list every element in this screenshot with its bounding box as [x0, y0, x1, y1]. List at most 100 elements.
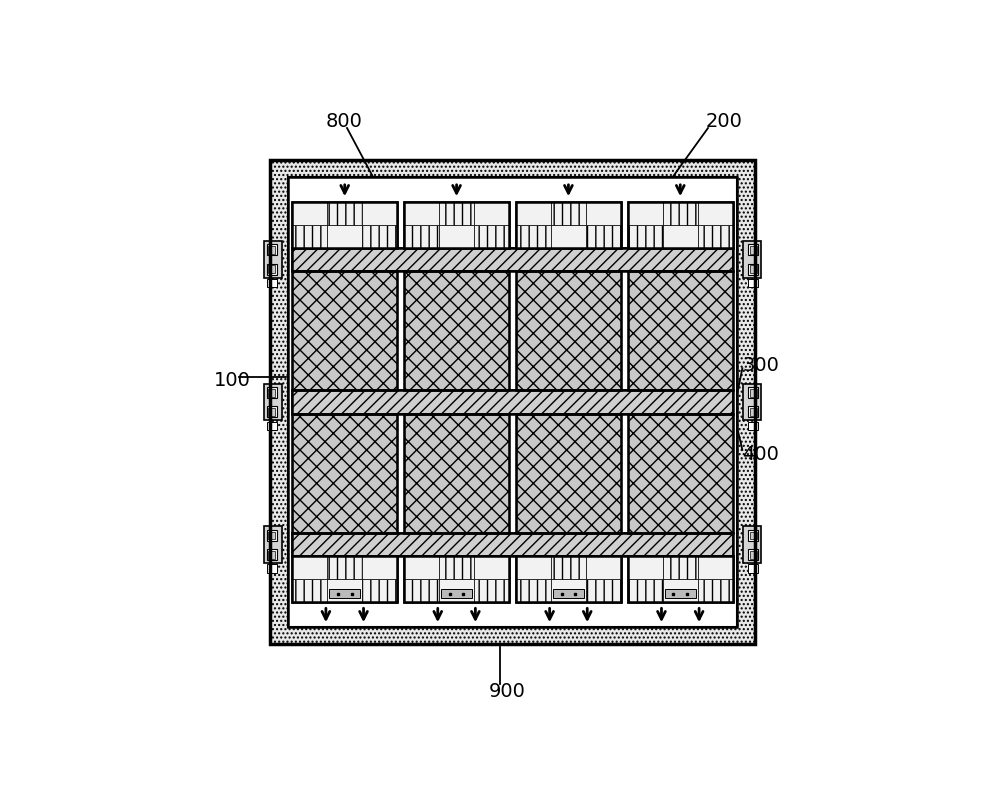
Bar: [516, 224, 551, 248]
Bar: [743, 526, 761, 564]
Bar: [264, 384, 282, 420]
Bar: [404, 414, 509, 533]
Bar: [698, 579, 733, 603]
Bar: [292, 201, 327, 224]
Bar: [404, 579, 439, 603]
Bar: [750, 265, 757, 273]
Bar: [628, 201, 663, 224]
Bar: [404, 556, 509, 603]
Bar: [267, 407, 277, 417]
Bar: [516, 201, 621, 248]
Bar: [292, 271, 397, 390]
Bar: [698, 201, 733, 224]
Bar: [551, 201, 586, 224]
Bar: [327, 579, 362, 603]
Bar: [750, 246, 757, 254]
Bar: [551, 556, 586, 579]
Bar: [292, 533, 733, 556]
Bar: [748, 407, 758, 417]
Bar: [516, 414, 621, 533]
Bar: [586, 224, 621, 248]
Bar: [292, 224, 327, 248]
Bar: [516, 271, 621, 390]
Bar: [267, 530, 277, 541]
Bar: [516, 201, 551, 224]
Bar: [748, 279, 758, 287]
Bar: [748, 263, 758, 275]
Bar: [663, 579, 698, 603]
Bar: [292, 556, 397, 603]
Bar: [292, 201, 397, 248]
Bar: [663, 224, 698, 248]
Bar: [474, 201, 509, 224]
Bar: [748, 388, 758, 398]
Bar: [750, 532, 757, 540]
Bar: [267, 564, 277, 573]
Text: 900: 900: [489, 682, 526, 700]
Bar: [267, 388, 277, 398]
Bar: [270, 160, 755, 644]
Bar: [292, 579, 327, 603]
Bar: [628, 414, 733, 533]
Bar: [628, 271, 733, 390]
Bar: [267, 279, 277, 287]
Bar: [551, 579, 586, 603]
Bar: [586, 579, 621, 603]
Bar: [698, 556, 733, 579]
Bar: [404, 556, 509, 603]
Bar: [267, 549, 277, 560]
Bar: [292, 248, 733, 271]
Bar: [292, 390, 733, 414]
Bar: [663, 201, 698, 224]
Bar: [268, 408, 275, 416]
Bar: [264, 240, 282, 278]
Bar: [628, 579, 663, 603]
Text: 100: 100: [213, 371, 250, 390]
Text: 800: 800: [326, 112, 362, 131]
Bar: [292, 414, 397, 533]
Bar: [439, 224, 474, 248]
Bar: [628, 414, 733, 533]
Bar: [665, 589, 696, 598]
Bar: [516, 271, 621, 390]
Bar: [268, 246, 275, 254]
Bar: [628, 201, 733, 248]
Text: 200: 200: [706, 112, 742, 131]
Bar: [404, 414, 509, 533]
Bar: [264, 526, 282, 564]
Bar: [362, 224, 397, 248]
Bar: [439, 201, 474, 224]
Bar: [404, 271, 509, 390]
Bar: [516, 201, 621, 248]
Bar: [743, 240, 761, 278]
Bar: [628, 271, 733, 390]
Bar: [748, 549, 758, 560]
Bar: [404, 556, 439, 579]
Bar: [628, 556, 733, 603]
Bar: [474, 556, 509, 579]
Bar: [748, 564, 758, 573]
Bar: [267, 244, 277, 256]
Bar: [329, 589, 360, 598]
Bar: [750, 408, 757, 416]
Bar: [628, 224, 663, 248]
Bar: [268, 389, 275, 396]
Bar: [292, 201, 397, 248]
Bar: [288, 177, 737, 627]
Bar: [628, 556, 663, 579]
Bar: [292, 533, 733, 556]
Text: 300: 300: [742, 356, 779, 375]
Bar: [516, 556, 621, 603]
Bar: [292, 414, 397, 533]
Bar: [362, 579, 397, 603]
Bar: [748, 422, 758, 430]
Bar: [362, 556, 397, 579]
Bar: [288, 177, 737, 627]
Bar: [551, 224, 586, 248]
Bar: [404, 271, 509, 390]
Bar: [628, 556, 733, 603]
Bar: [404, 201, 509, 248]
Bar: [327, 556, 362, 579]
Text: 400: 400: [742, 445, 779, 463]
Bar: [750, 389, 757, 396]
